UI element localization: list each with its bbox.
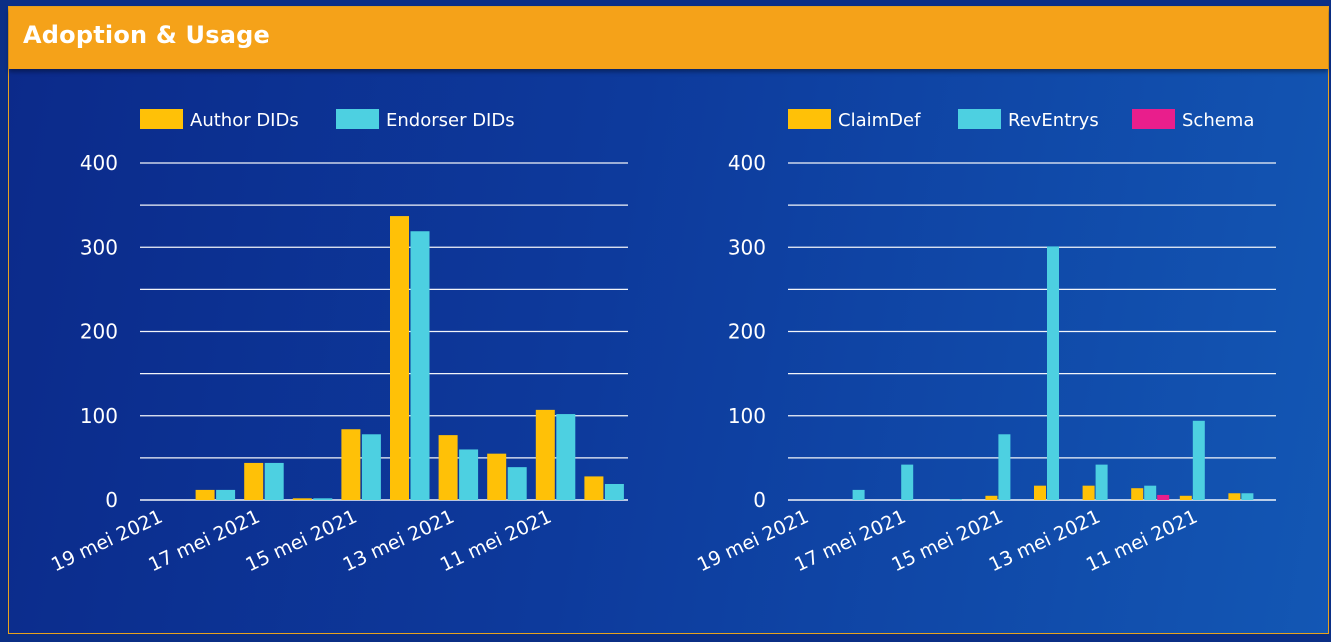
y-tick-label: 200: [728, 320, 766, 344]
bar-reventrys: [852, 489, 865, 500]
x-tick-label: 17 mei 2021: [145, 506, 263, 577]
bar-endorser-dids: [410, 231, 430, 500]
legend-swatch: [958, 109, 1001, 129]
x-tick-label: 15 mei 2021: [242, 506, 360, 577]
bar-author-dids: [535, 409, 555, 500]
bar-reventrys: [998, 434, 1011, 500]
bar-reventrys: [949, 499, 962, 500]
y-tick-label: 100: [728, 404, 766, 428]
x-tick-label: 19 mei 2021: [48, 506, 166, 577]
right-chart: 0 100 200 300 400 ClaimDef RevEntrys Schema 19 m…: [694, 109, 1276, 577]
bar-claimdef: [985, 495, 998, 500]
legend-swatch: [1132, 109, 1175, 129]
bar-reventrys: [1047, 246, 1059, 500]
y-tick-label: 100: [80, 404, 118, 428]
x-tick-label: 11 mei 2021: [1083, 506, 1201, 577]
bar-author-dids: [292, 498, 312, 500]
legend-label: Endorser DIDs: [386, 110, 515, 131]
legend-label: ClaimDef: [838, 110, 921, 131]
legend-swatch: [336, 109, 379, 129]
legend-label: RevEntrys: [1008, 110, 1099, 131]
y-tick-label: 0: [753, 488, 766, 512]
bar-claimdef: [1034, 485, 1046, 500]
x-tick-label: 13 mei 2021: [986, 506, 1104, 577]
bar-claimdef: [1082, 485, 1095, 500]
left-chart: 0 100 200 300 400 Author DIDs Endorser DIDs 19 …: [48, 109, 628, 577]
legend-label: Schema: [1182, 110, 1254, 131]
bar-endorser-dids: [313, 498, 333, 500]
y-tick-label: 400: [728, 151, 766, 175]
bar-endorser-dids: [459, 449, 479, 500]
bar-endorser-dids: [507, 467, 527, 500]
x-tick-label: 17 mei 2021: [791, 506, 909, 577]
bar-endorser-dids: [361, 434, 381, 500]
adoption-usage-panel: Adoption & Usage: [8, 6, 1329, 634]
x-tick-label: 11 mei 2021: [437, 506, 555, 577]
bar-endorser-dids: [264, 462, 284, 500]
bar-reventrys: [1192, 420, 1205, 500]
bar-endorser-dids: [556, 414, 576, 500]
bar-endorser-dids: [604, 483, 624, 500]
bar-claimdef: [1131, 488, 1144, 500]
bar-reventrys: [1241, 493, 1254, 500]
legend-swatch: [140, 109, 183, 129]
bar-author-dids: [341, 429, 361, 500]
y-tick-label: 200: [80, 320, 118, 344]
bar-author-dids: [390, 216, 409, 500]
bar-schema: [1157, 494, 1170, 500]
panel-header: Adoption & Usage: [9, 7, 1328, 69]
legend-label: Author DIDs: [190, 110, 299, 131]
bar-author-dids: [244, 462, 264, 500]
y-tick-label: 400: [80, 151, 118, 175]
y-tick-label: 300: [728, 235, 766, 259]
bar-author-dids: [438, 435, 458, 500]
x-tick-label: 13 mei 2021: [340, 506, 458, 577]
bar-claimdef: [1179, 495, 1192, 500]
bar-reventrys: [1095, 464, 1108, 500]
y-tick-label: 0: [105, 488, 118, 512]
bar-reventrys: [901, 464, 914, 500]
legend-swatch: [788, 109, 831, 129]
panel-title: Adoption & Usage: [23, 21, 270, 49]
y-tick-label: 300: [80, 235, 118, 259]
x-tick-label: 15 mei 2021: [888, 506, 1006, 577]
bar-author-dids: [195, 489, 215, 500]
bar-author-dids: [584, 476, 604, 500]
bar-claimdef: [1228, 493, 1241, 500]
bar-author-dids: [487, 453, 507, 500]
bar-reventrys: [1144, 485, 1157, 500]
x-tick-label: 19 mei 2021: [694, 506, 812, 577]
bar-endorser-dids: [216, 489, 236, 500]
